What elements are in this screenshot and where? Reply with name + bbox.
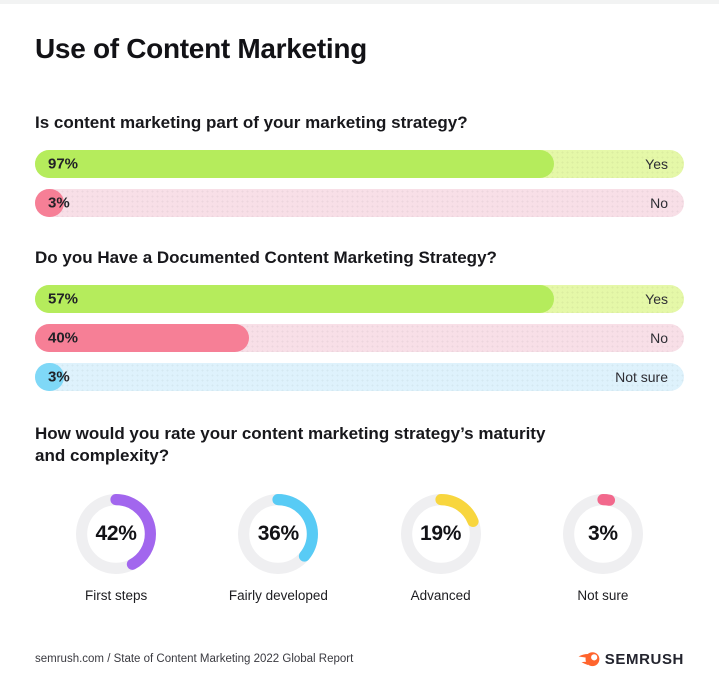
donut-value-label: 19% [420,522,462,545]
page-title: Use of Content Marketing [35,33,367,64]
bar-chart-1: 97% Yes 3% No [35,150,684,217]
donut-advanced: 19% Advanced [360,491,522,603]
bar-row-no: 3% No [35,189,684,217]
bar-value-label: 40% [48,329,79,347]
donut-category-label: Not sure [577,588,629,603]
bar-track [35,363,684,391]
question-3: How would you rate your content marketin… [35,423,684,467]
bar-fill [35,324,250,352]
bar-fill [35,363,64,391]
bar-value-label: 3% [48,194,70,212]
top-edge-strip [0,0,719,4]
donut-charts: 42% First steps 36% Fairly developed 19% [35,491,684,603]
donut-ring [562,494,643,574]
donut-ring [238,494,319,574]
source-attribution: semrush.com / State of Content Marketing… [35,653,354,665]
question-1: Is content marketing part of your market… [35,113,468,132]
donut-ring [76,494,157,574]
donut-category-label: Advanced [410,588,471,603]
donut-chart: 36% [235,491,321,577]
question-3-line1: How would you rate your content marketin… [35,424,546,443]
bar-category-label: Yes [645,156,668,172]
donut-ring [400,494,481,574]
donut-first-steps: 42% First steps [35,491,197,603]
donut-not-sure: 3% Not sure [522,491,684,603]
bar-track [35,189,684,217]
bar-category-label: Not sure [615,369,668,385]
bar-fill [35,189,64,217]
bar-fill [35,285,555,313]
bar-value-label: 57% [48,290,79,308]
bar-row-no: 40% No [35,324,684,352]
bar-row-yes: 57% Yes [35,285,684,313]
donut-chart: 19% [398,491,484,577]
donut-category-label: Fairly developed [228,588,328,603]
bar-category-label: Yes [645,291,668,307]
bar-category-label: No [650,330,668,346]
question-3-line2: and complexity? [35,446,170,465]
infographic: Use of Content Marketing Is content mark… [0,32,719,669]
donut-chart: 42% [73,491,159,577]
bar-row-yes: 97% Yes [35,150,684,178]
question-2: Do you Have a Documented Content Marketi… [35,248,497,267]
donut-value-label: 3% [587,522,618,545]
donut-category-label: First steps [84,588,148,603]
donut-fairly-developed: 36% Fairly developed [197,491,359,603]
semrush-flame-icon [578,652,600,667]
donut-value-label: 42% [95,522,137,545]
bar-row-not-sure: 3% Not sure [35,363,684,391]
donut-chart: 3% [560,491,646,577]
donut-value-label: 36% [257,522,299,545]
bar-fill [35,150,555,178]
bar-chart-2: 57% Yes 40% No 3% Not sure [35,285,684,391]
footer: semrush.com / State of Content Marketing… [35,649,684,669]
bar-value-label: 3% [48,368,70,386]
semrush-wordmark: SEMRUSH [604,650,684,668]
bar-value-label: 97% [48,155,79,173]
semrush-logo: SEMRUSH [578,649,684,669]
bar-category-label: No [650,195,668,211]
